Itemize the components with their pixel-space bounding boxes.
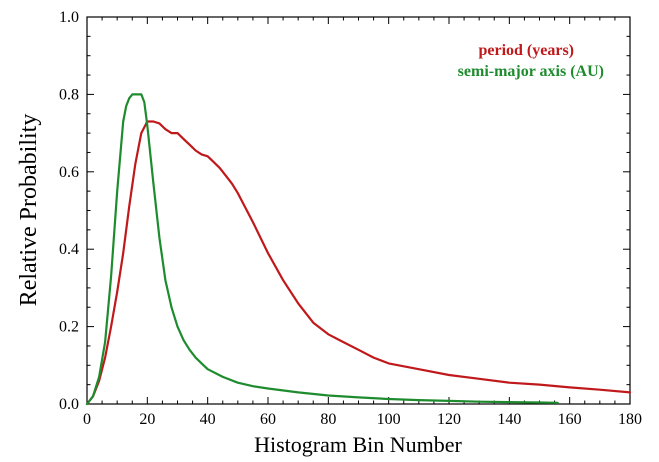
x-tick-label: 140	[497, 411, 521, 428]
x-tick-label: 80	[320, 411, 336, 428]
y-tick-label: 0.0	[59, 396, 79, 413]
x-tick-label: 120	[437, 411, 461, 428]
x-tick-label: 60	[260, 411, 276, 428]
series-line-semi-major-axis	[85, 93, 559, 406]
series-layer	[85, 93, 632, 406]
y-tick-label: 0.2	[59, 319, 79, 336]
x-tick-label: 40	[200, 411, 216, 428]
series-line-period	[85, 120, 632, 406]
x-tick-label: 100	[377, 411, 401, 428]
y-tick-label: 0.6	[59, 164, 79, 181]
x-tick-label: 180	[618, 411, 642, 428]
ticks-layer: 0 20 40 60 80 100 120 140 160 180 0.0 0.2 0.4 0.6 0.8 1…	[59, 9, 642, 428]
y-tick-label: 0.4	[59, 241, 79, 258]
y-tick-label: 1.0	[59, 9, 79, 26]
legend-entry-semi-major-axis: semi-major axis (AU)	[458, 63, 604, 80]
legend-entry-period: period (years)	[478, 42, 574, 59]
x-axis-title: Histogram Bin Number	[254, 432, 462, 457]
y-tick-label: 0.8	[59, 86, 79, 103]
y-axis-title: Relative Probability	[16, 114, 42, 307]
x-tick-label: 0	[83, 411, 91, 428]
x-tick-label: 20	[139, 411, 155, 428]
x-tick-label: 160	[558, 411, 582, 428]
